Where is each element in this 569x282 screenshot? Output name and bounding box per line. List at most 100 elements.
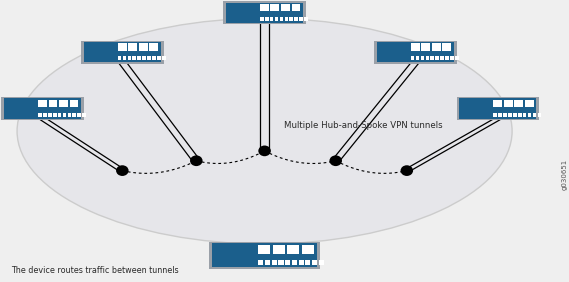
FancyBboxPatch shape <box>533 113 536 117</box>
Ellipse shape <box>17 18 512 244</box>
FancyBboxPatch shape <box>442 43 451 51</box>
FancyBboxPatch shape <box>69 100 79 107</box>
FancyBboxPatch shape <box>432 43 440 51</box>
FancyBboxPatch shape <box>272 260 277 265</box>
FancyBboxPatch shape <box>53 113 56 117</box>
FancyBboxPatch shape <box>445 56 449 60</box>
FancyBboxPatch shape <box>440 56 444 60</box>
FancyBboxPatch shape <box>258 245 270 254</box>
Ellipse shape <box>116 165 129 176</box>
FancyBboxPatch shape <box>77 113 81 117</box>
FancyBboxPatch shape <box>306 260 311 265</box>
FancyBboxPatch shape <box>456 97 539 120</box>
FancyBboxPatch shape <box>118 56 121 60</box>
FancyBboxPatch shape <box>72 113 76 117</box>
Text: Multiple Hub-and-Spoke VPN tunnels: Multiple Hub-and-Spoke VPN tunnels <box>284 121 443 130</box>
FancyBboxPatch shape <box>287 245 299 254</box>
FancyBboxPatch shape <box>504 100 513 107</box>
FancyBboxPatch shape <box>420 56 424 60</box>
FancyBboxPatch shape <box>273 245 285 254</box>
FancyBboxPatch shape <box>527 113 531 117</box>
FancyBboxPatch shape <box>4 98 81 119</box>
FancyBboxPatch shape <box>270 17 274 21</box>
FancyBboxPatch shape <box>411 56 414 60</box>
FancyBboxPatch shape <box>538 113 541 117</box>
FancyBboxPatch shape <box>128 43 137 51</box>
FancyBboxPatch shape <box>525 100 534 107</box>
FancyBboxPatch shape <box>149 43 158 51</box>
Ellipse shape <box>401 165 413 176</box>
FancyBboxPatch shape <box>290 17 293 21</box>
FancyBboxPatch shape <box>279 17 283 21</box>
FancyBboxPatch shape <box>435 56 439 60</box>
FancyBboxPatch shape <box>421 43 430 51</box>
FancyBboxPatch shape <box>118 43 126 51</box>
FancyBboxPatch shape <box>212 243 318 267</box>
FancyBboxPatch shape <box>304 17 308 21</box>
FancyBboxPatch shape <box>299 17 303 21</box>
FancyBboxPatch shape <box>294 17 298 21</box>
FancyBboxPatch shape <box>265 17 269 21</box>
FancyBboxPatch shape <box>209 242 320 268</box>
FancyBboxPatch shape <box>503 113 507 117</box>
FancyBboxPatch shape <box>63 113 67 117</box>
FancyBboxPatch shape <box>319 260 324 265</box>
FancyBboxPatch shape <box>493 113 497 117</box>
FancyBboxPatch shape <box>278 260 283 265</box>
FancyBboxPatch shape <box>514 100 523 107</box>
FancyBboxPatch shape <box>523 113 526 117</box>
FancyBboxPatch shape <box>299 260 304 265</box>
FancyBboxPatch shape <box>275 17 278 21</box>
FancyBboxPatch shape <box>459 98 536 119</box>
FancyBboxPatch shape <box>508 113 512 117</box>
FancyBboxPatch shape <box>38 113 42 117</box>
FancyBboxPatch shape <box>157 56 160 60</box>
FancyBboxPatch shape <box>127 56 131 60</box>
FancyBboxPatch shape <box>84 42 160 62</box>
FancyBboxPatch shape <box>416 56 419 60</box>
FancyBboxPatch shape <box>48 100 57 107</box>
FancyBboxPatch shape <box>291 4 300 11</box>
FancyBboxPatch shape <box>43 113 47 117</box>
FancyBboxPatch shape <box>430 56 434 60</box>
FancyBboxPatch shape <box>312 260 318 265</box>
FancyBboxPatch shape <box>285 260 290 265</box>
FancyBboxPatch shape <box>513 113 517 117</box>
FancyBboxPatch shape <box>284 17 288 21</box>
FancyBboxPatch shape <box>493 100 502 107</box>
FancyBboxPatch shape <box>498 113 502 117</box>
FancyBboxPatch shape <box>147 56 151 60</box>
FancyBboxPatch shape <box>81 41 163 64</box>
FancyBboxPatch shape <box>142 56 146 60</box>
FancyBboxPatch shape <box>518 113 522 117</box>
FancyBboxPatch shape <box>455 56 459 60</box>
FancyBboxPatch shape <box>270 4 279 11</box>
FancyBboxPatch shape <box>281 4 290 11</box>
FancyBboxPatch shape <box>162 56 166 60</box>
FancyBboxPatch shape <box>302 245 314 254</box>
FancyBboxPatch shape <box>426 56 429 60</box>
FancyBboxPatch shape <box>223 1 306 24</box>
Text: The device routes traffic between tunnels: The device routes traffic between tunnel… <box>11 266 179 275</box>
FancyBboxPatch shape <box>83 113 86 117</box>
FancyBboxPatch shape <box>226 3 303 23</box>
Ellipse shape <box>329 155 342 166</box>
FancyBboxPatch shape <box>265 260 270 265</box>
FancyBboxPatch shape <box>374 41 456 64</box>
FancyBboxPatch shape <box>258 260 263 265</box>
FancyBboxPatch shape <box>152 56 156 60</box>
FancyBboxPatch shape <box>38 100 47 107</box>
Text: g030651: g030651 <box>562 159 568 190</box>
FancyBboxPatch shape <box>260 17 263 21</box>
FancyBboxPatch shape <box>1 97 84 120</box>
FancyBboxPatch shape <box>57 113 61 117</box>
FancyBboxPatch shape <box>139 43 147 51</box>
FancyBboxPatch shape <box>68 113 71 117</box>
Ellipse shape <box>190 155 203 166</box>
FancyBboxPatch shape <box>450 56 453 60</box>
FancyBboxPatch shape <box>48 113 52 117</box>
FancyBboxPatch shape <box>133 56 136 60</box>
FancyBboxPatch shape <box>377 42 453 62</box>
FancyBboxPatch shape <box>123 56 126 60</box>
FancyBboxPatch shape <box>260 4 269 11</box>
